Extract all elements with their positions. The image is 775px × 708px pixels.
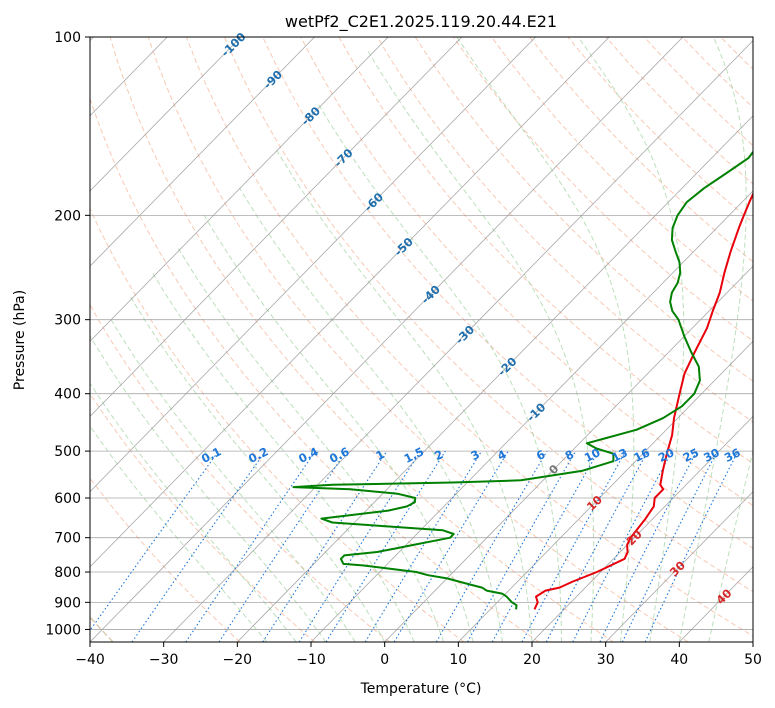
y-tick-label: 700: [54, 531, 81, 547]
y-axis-label: Pressure (hPa): [12, 290, 28, 390]
isotherm-line: [310, 190, 753, 642]
y-tick-label: 500: [54, 444, 81, 460]
x-tick-label: −30: [149, 652, 179, 668]
y-tick-label: 300: [54, 313, 81, 329]
mixing-ratio-line: [90, 450, 220, 632]
mixing-ratio-label: 10: [582, 445, 603, 465]
moist-adiabat: [176, 245, 445, 642]
temperature-profile-line: [533, 191, 753, 610]
x-tick-label: 10: [449, 652, 467, 668]
dry-adiabat: [90, 207, 465, 642]
y-tick-label: 600: [54, 491, 81, 507]
x-tick-label: 30: [597, 652, 615, 668]
isotherm-line: [163, 40, 753, 642]
dry-adiabat: [90, 392, 316, 642]
moist-adiabat: [366, 49, 595, 642]
mixing-ratio-label: 25: [681, 445, 702, 465]
isotherm-line: [458, 340, 753, 642]
x-tick-label: −20: [223, 652, 253, 668]
isotherm-line: [237, 115, 753, 642]
chart-title: wetPf2_C2E1.2025.119.20.44.E21: [285, 12, 557, 32]
mixing-ratio-line: [262, 450, 388, 642]
dry-adiabat: [491, 37, 753, 302]
y-tick-label: 100: [54, 30, 81, 46]
y-tick-label: 900: [54, 595, 81, 611]
moist-adiabat: [275, 149, 533, 642]
moist-adiabat: [90, 382, 297, 642]
moist-adiabat: [110, 319, 356, 642]
isotherm-line: [90, 37, 463, 418]
x-tick-label: −10: [296, 652, 326, 668]
moist-adiabat: [90, 425, 268, 642]
mixing-ratio-label: 30: [701, 445, 722, 465]
mixing-ratio-line: [185, 450, 316, 642]
dry-adiabat: [414, 37, 753, 382]
dry-adiabat: [90, 477, 241, 642]
mixing-ratio-line: [131, 450, 266, 642]
x-tick-label: 50: [744, 652, 762, 668]
isotherm-line: [90, 37, 610, 568]
dry-adiabat: [376, 37, 753, 423]
mixing-ratio-line: [521, 450, 627, 642]
mixing-ratio-line: [467, 450, 577, 642]
mixing-ratio-label: 13: [609, 445, 630, 465]
mixing-ratio-line: [491, 450, 599, 642]
x-tick-label: −40: [75, 652, 105, 668]
dry-adiabat: [90, 303, 390, 642]
isotherm-line: [90, 37, 389, 342]
mixing-ratio-line: [218, 450, 347, 642]
dewpoint-profile-line: [292, 150, 753, 610]
dry-adiabat: [300, 37, 753, 507]
moist-adiabat: [318, 104, 562, 642]
moist-adiabat: [577, 37, 685, 642]
x-tick-label: 40: [670, 652, 688, 668]
plot-frame: [89, 36, 754, 643]
isotherm-line: [90, 37, 242, 192]
mixing-ratio-label: 16: [632, 445, 653, 465]
isotherm-line: [90, 37, 684, 642]
dry-adiabat: [109, 37, 614, 642]
y-tick-label: 400: [54, 387, 81, 403]
axes: −40 −30 −20 −10 0 10 20 30 40 50 100 200 300 400 500 60…: [45, 30, 762, 668]
dry-adiabat: [90, 97, 540, 642]
isotherm-line: [90, 37, 536, 493]
y-tick-label: 800: [54, 565, 81, 581]
background-lines: [90, 37, 753, 642]
moist-adiabat: [152, 272, 415, 642]
mixing-ratio-label: 36: [722, 445, 743, 465]
moist-adiabat: [203, 215, 474, 642]
isotherm-line: [90, 37, 315, 267]
moist-adiabat: [678, 37, 747, 642]
mixing-ratio-line: [621, 450, 718, 642]
y-tick-label: 200: [54, 208, 81, 224]
mixing-ratio-line: [545, 450, 649, 642]
isotherm-line: [531, 415, 753, 642]
x-tick-label: 20: [523, 652, 541, 668]
moist-adiabat: [708, 448, 753, 642]
y-tick-label: 1000: [45, 622, 81, 638]
profile-lines: [292, 150, 753, 610]
isotherm-line: [384, 265, 753, 642]
x-axis-label: Temperature (°C): [360, 681, 482, 697]
moist-adiabat: [130, 297, 386, 642]
mixing-ratio-line: [599, 450, 698, 642]
dry-adiabat: [147, 37, 689, 642]
moist-adiabat: [456, 37, 635, 642]
moist-adiabat: [239, 187, 503, 642]
mixing-ratio-label: 20: [656, 445, 677, 465]
isotherm-line: [605, 491, 753, 642]
mixing-ratio-line: [364, 450, 483, 642]
dry-adiabat: [224, 37, 753, 593]
x-tick-label: 0: [380, 652, 389, 668]
